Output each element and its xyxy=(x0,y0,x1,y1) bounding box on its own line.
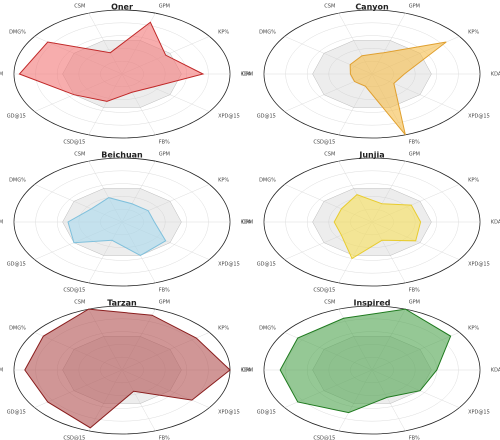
radar-panel: CSM GPM KP% KDA XPD@15 FB% CSD@15 GD@15 DPM DMG% T… xyxy=(0,299,252,440)
axis-label: DMG% xyxy=(259,325,276,331)
axis-label: CSD@15 xyxy=(313,288,335,294)
axis-label: DMG% xyxy=(9,177,26,183)
axis-label: CSM xyxy=(74,299,85,305)
axis-label: GPM xyxy=(159,151,170,157)
axis-label: KP% xyxy=(218,325,229,331)
axis-label: DPM xyxy=(0,368,3,374)
axis-label: CSD@15 xyxy=(313,140,335,146)
axis-label: DPM xyxy=(0,220,3,226)
axis-label: FB% xyxy=(159,436,170,440)
axis-label: FB% xyxy=(409,140,420,146)
axis-label: CSM xyxy=(324,299,335,305)
axis-label: KP% xyxy=(468,325,479,331)
axis-label: GPM xyxy=(159,299,170,305)
axis-label: KDA xyxy=(241,220,252,226)
axis-label: CSD@15 xyxy=(63,140,85,146)
radar-panel: CSM GPM KP% KDA XPD@15 FB% CSD@15 GD@15 DPM DMG% B… xyxy=(0,151,252,294)
axis-label: DMG% xyxy=(259,29,276,35)
axis-label: CSD@15 xyxy=(313,436,335,440)
axis-label: FB% xyxy=(409,436,420,440)
axis-label: XPD@15 xyxy=(468,410,490,416)
axis-label: DMG% xyxy=(259,177,276,183)
axis-label: KP% xyxy=(468,177,479,183)
radar-panel: CSM GPM KP% KDA XPD@15 FB% CSD@15 GD@15 DPM DMG% C… xyxy=(242,3,500,146)
axis-label: KDA xyxy=(491,72,500,78)
axis-label: XPD@15 xyxy=(218,262,240,268)
axis-label: KP% xyxy=(218,177,229,183)
player-area xyxy=(333,194,422,260)
axis-label: KP% xyxy=(218,29,229,35)
axis-label: FB% xyxy=(409,288,420,294)
axis-label: GD@15 xyxy=(7,410,26,416)
axis-label: GD@15 xyxy=(257,262,276,268)
axis-label: KP% xyxy=(468,29,479,35)
axis-label: DPM xyxy=(0,72,3,78)
axis-label: CSM xyxy=(74,151,85,157)
axis-label: KDA xyxy=(491,220,500,226)
axis-label: CSM xyxy=(324,3,335,9)
axis-label: KDA xyxy=(241,72,252,78)
axis-label: CSM xyxy=(74,3,85,9)
axis-label: GPM xyxy=(409,151,420,157)
axis-label: GD@15 xyxy=(257,114,276,120)
axis-label: CSD@15 xyxy=(63,436,85,440)
chart-title: Oner xyxy=(111,3,133,12)
radar-panel: CSM GPM KP% KDA XPD@15 FB% CSD@15 GD@15 DPM DMG% J… xyxy=(242,151,500,294)
axis-label: FB% xyxy=(159,288,170,294)
chart-title: Inspired xyxy=(354,299,391,308)
player-area xyxy=(67,197,167,257)
chart-title: Beichuan xyxy=(101,151,143,160)
radar-panel: CSM GPM KP% KDA XPD@15 FB% CSD@15 GD@15 DPM DMG% O… xyxy=(0,3,252,146)
axis-label: DMG% xyxy=(9,29,26,35)
chart-title: Tarzan xyxy=(107,299,137,308)
axis-label: GPM xyxy=(409,299,420,305)
axis-label: CSM xyxy=(324,151,335,157)
axis-label: FB% xyxy=(159,140,170,146)
axis-label: XPD@15 xyxy=(468,262,490,268)
axis-label: GPM xyxy=(409,3,420,9)
axis-label: DPM xyxy=(242,72,253,78)
chart-title: Junjia xyxy=(358,151,384,160)
player-area xyxy=(18,21,205,102)
axis-label: KDA xyxy=(241,368,252,374)
player-area xyxy=(279,308,452,414)
player-area xyxy=(24,308,231,429)
chart-title: Canyon xyxy=(355,3,389,12)
axis-label: DMG% xyxy=(9,325,26,331)
axis-label: XPD@15 xyxy=(218,114,240,120)
axis-label: KDA xyxy=(491,368,500,374)
radar-panel: CSM GPM KP% KDA XPD@15 FB% CSD@15 GD@15 DPM DMG% I… xyxy=(242,299,500,440)
axis-label: GD@15 xyxy=(7,114,26,120)
axis-label: XPD@15 xyxy=(468,114,490,120)
axis-label: GD@15 xyxy=(257,410,276,416)
axis-label: XPD@15 xyxy=(218,410,240,416)
axis-label: CSD@15 xyxy=(63,288,85,294)
axis-label: DPM xyxy=(242,368,253,374)
axis-label: GD@15 xyxy=(7,262,26,268)
axis-label: GPM xyxy=(159,3,170,9)
player-area xyxy=(349,41,447,136)
axis-label: DPM xyxy=(242,220,253,226)
